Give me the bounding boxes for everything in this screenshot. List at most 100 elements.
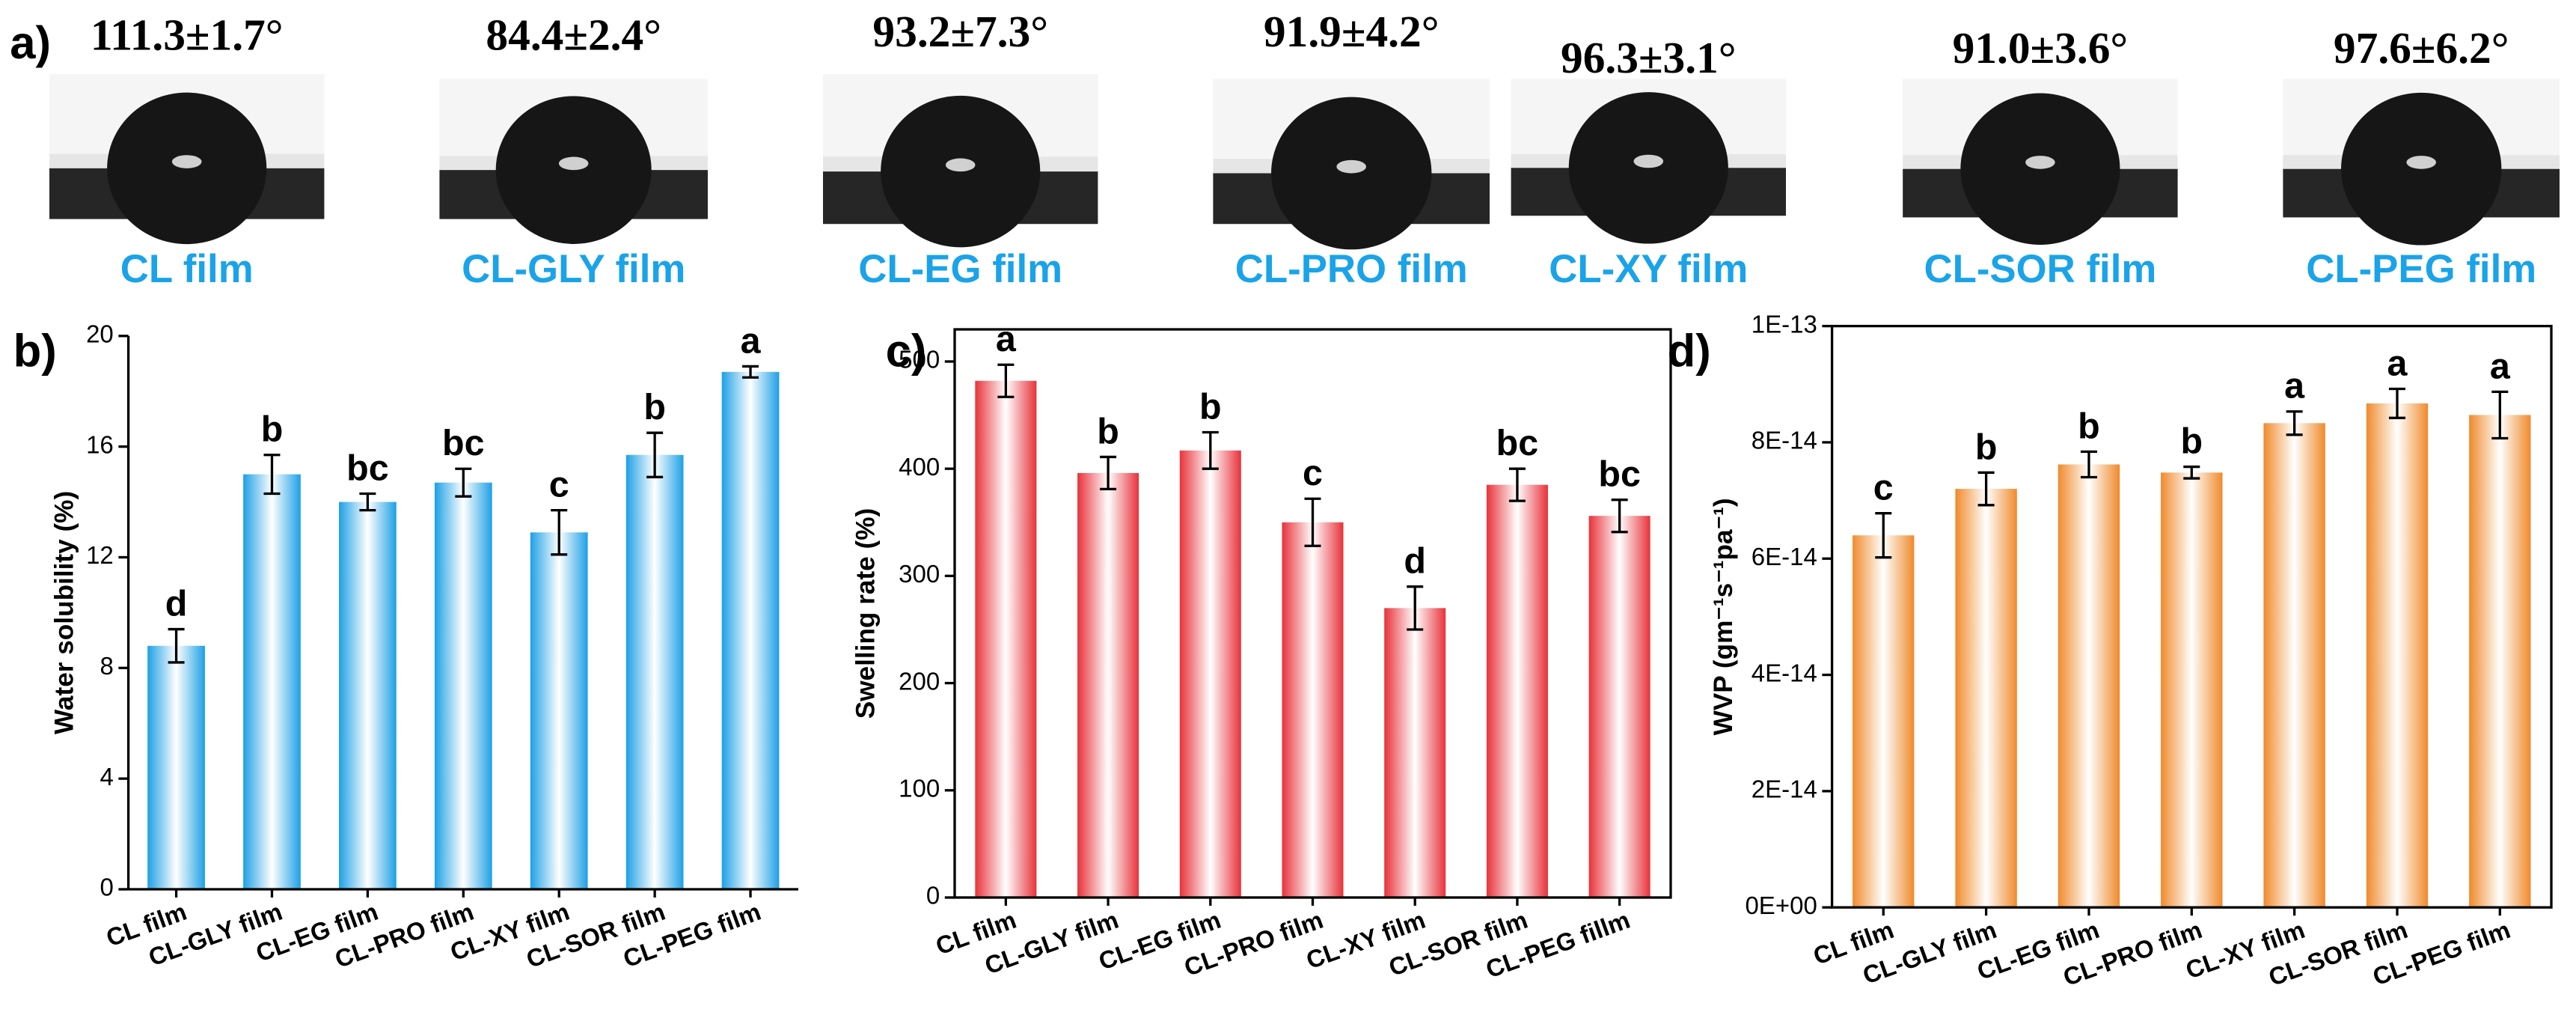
- error-bar: [2183, 465, 2200, 480]
- significance-letter: a: [2284, 366, 2305, 406]
- y-tick-label: 8: [100, 652, 113, 680]
- bar: [530, 532, 588, 890]
- significance-letter: b: [1975, 427, 1998, 467]
- bar: [625, 454, 684, 890]
- droplet-highlight: [558, 156, 589, 171]
- droplet-highlight: [171, 155, 202, 168]
- film-label: CL-GLY film: [462, 247, 685, 291]
- y-axis-label: Swelling rate (%): [851, 508, 881, 719]
- bar: [147, 645, 205, 890]
- y-tick-label: 2E-14: [1752, 775, 1817, 803]
- significance-letter: b: [643, 387, 666, 427]
- error-bar: [1977, 471, 1995, 507]
- bar: [1588, 516, 1650, 898]
- significance-letter: c: [549, 465, 569, 505]
- bar: [1384, 608, 1446, 898]
- error-bar: [1202, 430, 1219, 470]
- film-label: CL-PRO film: [1235, 247, 1468, 291]
- significance-letter: a: [996, 319, 1017, 359]
- contact-angle: 97.6±6.2°: [2334, 23, 2509, 73]
- droplet-highlight: [2406, 156, 2436, 169]
- y-tick-label: 0: [100, 874, 113, 901]
- error-bar: [2491, 390, 2509, 440]
- droplet: [2341, 92, 2502, 246]
- significance-letter: b: [1097, 411, 1119, 451]
- bar: [1853, 535, 1915, 908]
- significance-letter: a: [2387, 343, 2408, 383]
- error-bar: [263, 454, 281, 496]
- contact-angle: 91.9±4.2°: [1264, 7, 1440, 56]
- significance-letter: bc: [1496, 423, 1538, 463]
- bar: [1486, 484, 1548, 898]
- panel-label: d): [1668, 325, 1711, 377]
- y-tick-label: 4E-14: [1752, 659, 1817, 686]
- error-bar: [1304, 497, 1321, 547]
- error-bar: [359, 492, 376, 512]
- significance-letter: a: [2490, 346, 2511, 386]
- bar: [243, 474, 301, 890]
- film-label: CL-SOR film: [1924, 247, 2156, 291]
- droplet: [1271, 97, 1432, 250]
- droplet-highlight: [2025, 156, 2055, 169]
- bar: [1179, 450, 1241, 898]
- significance-letter: bc: [1598, 454, 1640, 495]
- y-tick-label: 4: [100, 763, 113, 790]
- contact-angle: 96.3±3.1°: [1561, 33, 1737, 82]
- droplet: [107, 92, 267, 245]
- film-label: CL-PEG film: [2306, 247, 2536, 291]
- bar: [434, 482, 492, 890]
- significance-letter: c: [1303, 453, 1323, 493]
- y-tick-label: 8E-14: [1752, 427, 1817, 454]
- significance-letter: bc: [346, 448, 388, 488]
- film-label: CL film: [120, 247, 254, 291]
- error-bar: [551, 509, 568, 556]
- bar: [2058, 464, 2120, 908]
- y-tick-label: 0: [926, 882, 940, 909]
- contact-angle: 93.2±7.3°: [872, 7, 1048, 56]
- significance-letter: d: [165, 584, 188, 624]
- y-tick-label: 300: [899, 560, 940, 588]
- error-bar: [1100, 455, 1117, 491]
- bar: [1955, 489, 2017, 908]
- significance-letter: a: [741, 320, 762, 361]
- error-bar: [168, 627, 185, 664]
- y-tick-label: 0E+00: [1745, 892, 1817, 919]
- error-bar: [1875, 512, 1892, 559]
- error-bar: [2286, 410, 2303, 436]
- bar: [2366, 403, 2429, 908]
- y-tick-label: 16: [86, 430, 114, 458]
- bar: [2469, 415, 2531, 908]
- droplet-highlight: [1336, 159, 1366, 174]
- droplet: [495, 96, 652, 244]
- y-tick-label: 200: [899, 667, 940, 695]
- y-tick-label: 12: [86, 541, 114, 569]
- y-tick-label: 500: [899, 346, 940, 374]
- bar: [1282, 522, 1344, 898]
- error-bar: [997, 363, 1015, 398]
- panel-label: b): [13, 325, 57, 377]
- significance-letter: b: [1199, 386, 1222, 427]
- film-label: CL-EG film: [858, 247, 1062, 291]
- significance-letter: d: [1404, 541, 1426, 582]
- droplet-highlight: [1633, 154, 1664, 168]
- significance-letter: bc: [442, 423, 484, 463]
- bar: [2263, 423, 2325, 908]
- y-tick-label: 400: [899, 453, 940, 481]
- panel-label: c): [886, 325, 927, 377]
- plot-frame: [1830, 324, 2553, 909]
- droplet-highlight: [945, 158, 976, 172]
- bar: [1077, 472, 1139, 898]
- bar: [2161, 472, 2223, 908]
- bar: [975, 380, 1037, 898]
- significance-letter: b: [2078, 406, 2100, 446]
- significance-letter: b: [2181, 421, 2203, 462]
- error-bar: [2080, 450, 2097, 479]
- plot-frame: [953, 328, 1672, 899]
- bar: [339, 502, 397, 890]
- y-tick-label: 100: [899, 775, 940, 802]
- y-axis-label: Water solubility (%): [49, 491, 79, 734]
- contact-angle: 111.3±1.7°: [91, 10, 284, 59]
- error-bar: [1508, 467, 1526, 502]
- significance-letter: b: [261, 409, 284, 450]
- error-bar: [742, 365, 759, 379]
